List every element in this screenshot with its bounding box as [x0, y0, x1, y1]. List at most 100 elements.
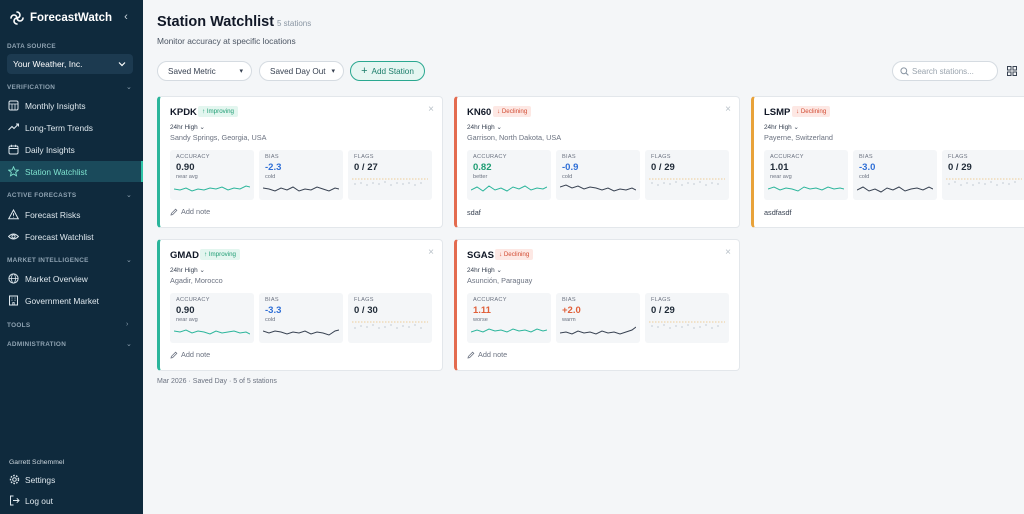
calendar-icon	[8, 144, 19, 155]
station-note[interactable]: sdaf	[467, 208, 481, 217]
accuracy-value: 1.11	[473, 305, 491, 316]
bias-tile: BIAS -2.3 cold	[259, 150, 343, 200]
bias-sparkline	[857, 186, 933, 193]
chevron-down-icon[interactable]: ⌄	[126, 341, 132, 348]
grid-view-icon[interactable]	[1007, 66, 1017, 76]
calendar-grid-icon	[8, 100, 19, 111]
tile-label: FLAGS	[354, 297, 374, 303]
accuracy-value: 0.90	[176, 162, 195, 173]
station-card-gmad[interactable]: GMAD ↑ Improving × 24hr High ⌄ Agadir, M…	[157, 239, 443, 371]
add-station-button[interactable]: + Add Station	[350, 61, 425, 81]
flags-tile: FLAGS 0 / 27	[348, 150, 432, 200]
station-note[interactable]: asdfasdf	[764, 208, 792, 217]
bias-value: +2.0	[562, 305, 581, 316]
metric-dropdown[interactable]: 24hr High ⌄	[170, 123, 205, 131]
logo-icon	[10, 11, 24, 25]
station-card-sgas[interactable]: SGAS ↓ Declining × 24hr High ⌄ Asunción,…	[454, 239, 740, 371]
sidebar-item-monthly-insights[interactable]: Monthly Insights	[0, 95, 143, 116]
data-source-label: DATA SOURCE	[7, 43, 56, 50]
user-name: Garrett Schemmel	[9, 459, 65, 466]
station-card-kpdk[interactable]: KPDK ↑ Improving × 24hr High ⌄ Sandy Spr…	[157, 96, 443, 228]
section-administration[interactable]: ADMINISTRATION	[7, 341, 67, 348]
accuracy-tile: ACCURACY 0.90 near avg	[170, 293, 254, 343]
sidebar-item-label: Forecast Risks	[25, 210, 81, 220]
accuracy-note: worse	[473, 317, 488, 323]
bias-note: cold	[265, 317, 276, 323]
settings-label: Settings	[25, 475, 56, 485]
close-icon[interactable]: ×	[725, 247, 731, 258]
metric-dropdown[interactable]: 24hr High ⌄	[467, 266, 502, 274]
chevron-down-icon[interactable]: ⌄	[126, 192, 132, 199]
section-active-forecasts[interactable]: ACTIVE FORECASTS	[7, 192, 77, 199]
star-icon	[8, 166, 19, 177]
close-icon[interactable]: ×	[725, 104, 731, 115]
data-source-value: Your Weather, Inc.	[13, 59, 83, 69]
bias-value: -2.3	[265, 162, 282, 173]
sidebar-item-market-overview[interactable]: Market Overview	[0, 268, 143, 289]
section-verification[interactable]: VERIFICATION	[7, 84, 56, 91]
sidebar-item-long-term-trends[interactable]: Long-Term Trends	[0, 117, 143, 138]
tile-label: ACCURACY	[473, 154, 507, 160]
accuracy-sparkline	[174, 329, 250, 335]
accuracy-value: 0.82	[473, 162, 492, 173]
section-market-intelligence[interactable]: MARKET INTELLIGENCE	[7, 257, 89, 264]
trend-badge: ↓ Declining	[792, 106, 831, 117]
bias-tile: BIAS -0.9 cold	[556, 150, 640, 200]
metric-label: 24hr High	[467, 267, 495, 274]
logout-link[interactable]: Log out	[0, 490, 143, 511]
station-location: Asunción, Paraguay	[467, 276, 533, 285]
station-code: GMAD	[170, 250, 200, 261]
trend-badge: ↓ Declining	[493, 106, 532, 117]
plus-icon: +	[361, 65, 368, 77]
data-source-select[interactable]: Your Weather, Inc.	[7, 54, 133, 74]
trend-badge: ↑ Improving	[198, 106, 238, 117]
day-out-select[interactable]: Saved Day Out ▾	[259, 61, 344, 81]
add-note-button[interactable]: Add note	[170, 207, 210, 216]
station-card-kn60[interactable]: KN60 ↓ Declining × 24hr High ⌄ Garrison,…	[454, 96, 740, 228]
sidebar-item-forecast-risks[interactable]: Forecast Risks	[0, 204, 143, 225]
add-note-button[interactable]: Add note	[170, 350, 210, 359]
chevron-down-icon: ▾	[239, 68, 243, 75]
sidebar-item-label: Station Watchlist	[25, 167, 88, 177]
bias-sparkline	[263, 186, 339, 192]
metric-select[interactable]: Saved Metric ▾	[157, 61, 252, 81]
metric-dropdown[interactable]: 24hr High ⌄	[764, 123, 799, 131]
accuracy-note: near avg	[770, 174, 792, 180]
chevron-down-icon[interactable]: ⌄	[126, 257, 132, 264]
close-icon[interactable]: ×	[428, 247, 434, 258]
flags-tile: FLAGS 0 / 29	[645, 150, 729, 200]
accuracy-sparkline	[768, 186, 844, 192]
metric-dropdown[interactable]: 24hr High ⌄	[467, 123, 502, 131]
chevron-down-icon: ⌄	[199, 124, 205, 131]
collapse-sidebar-icon[interactable]: ‹	[124, 11, 128, 23]
bias-note: cold	[562, 174, 573, 180]
flags-value: 0 / 27	[354, 162, 378, 173]
tile-label: FLAGS	[948, 154, 968, 160]
app-name: ForecastWatch	[30, 12, 113, 24]
close-icon[interactable]: ×	[428, 104, 434, 115]
brand[interactable]: ForecastWatch	[9, 9, 112, 27]
tile-label: BIAS	[859, 154, 873, 160]
sidebar-item-daily-insights[interactable]: Daily Insights	[0, 139, 143, 160]
add-note-button[interactable]: Add note	[467, 350, 507, 359]
logout-label: Log out	[25, 496, 53, 506]
flags-value: 0 / 29	[651, 162, 675, 173]
metric-select-label: Saved Metric	[168, 66, 216, 76]
station-card-lsmp[interactable]: LSMP ↓ Declining 24hr High ⌄ Payerne, Sw…	[751, 96, 1024, 228]
page-subtitle: Monitor accuracy at specific locations	[157, 36, 296, 46]
settings-link[interactable]: Settings	[0, 469, 143, 490]
chevron-right-icon[interactable]: ›	[126, 321, 129, 328]
station-code: SGAS	[467, 250, 494, 261]
search-input[interactable]	[912, 65, 994, 78]
search-box[interactable]	[892, 61, 998, 81]
tile-label: BIAS	[265, 297, 279, 303]
metric-dropdown[interactable]: 24hr High ⌄	[170, 266, 205, 274]
sidebar-item-station-watchlist[interactable]: Station Watchlist	[0, 161, 143, 182]
section-tools[interactable]: TOOLS	[7, 322, 31, 329]
accuracy-note: better	[473, 174, 488, 180]
chevron-down-icon: ⌄	[793, 124, 799, 131]
chevron-down-icon[interactable]: ⌄	[126, 84, 132, 91]
sidebar-item-government-market[interactable]: Government Market	[0, 290, 143, 311]
sidebar-item-forecast-watchlist[interactable]: Forecast Watchlist	[0, 226, 143, 247]
logout-icon	[10, 495, 20, 506]
